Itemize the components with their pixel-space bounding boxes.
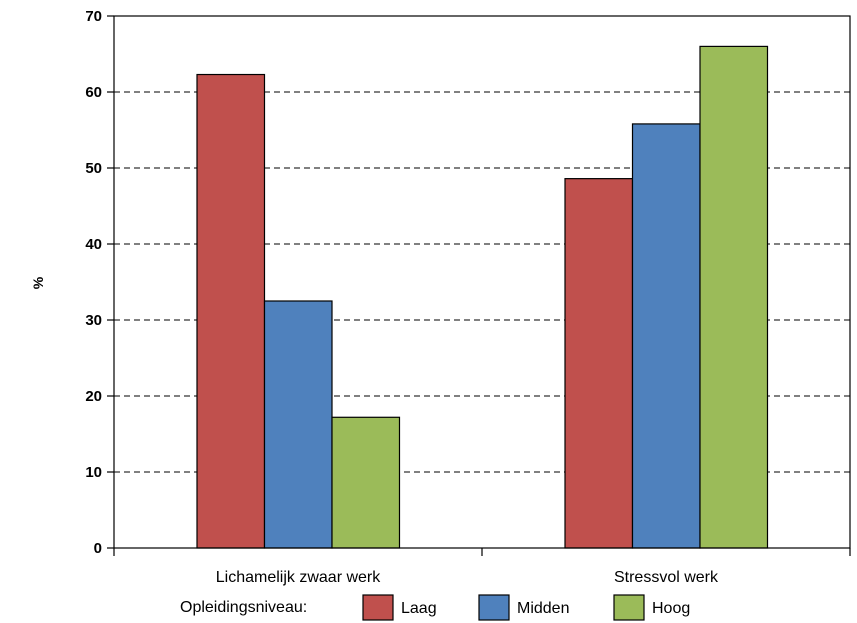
bar-laag xyxy=(564,178,634,549)
x-category-label: Stressvol werk xyxy=(614,569,719,586)
y-tick-label: 30 xyxy=(85,312,102,329)
bars xyxy=(196,45,769,549)
y-tick-label: 10 xyxy=(85,464,102,481)
y-tick-label: 0 xyxy=(94,540,102,557)
legend-swatch-laag xyxy=(362,594,394,621)
y-tick-label: 70 xyxy=(85,8,102,25)
x-axis: Lichamelijk zwaar werk Stressvol werk xyxy=(113,548,851,586)
y-tick-label: 50 xyxy=(85,160,102,177)
bar-laag xyxy=(196,73,266,549)
legend-label-hoog: Hoog xyxy=(652,600,690,617)
y-axis-label: % xyxy=(30,276,46,289)
bar-hoog xyxy=(331,416,401,549)
y-tick-label: 40 xyxy=(85,236,102,253)
legend-label-laag: Laag xyxy=(401,600,437,617)
legend-label-midden: Midden xyxy=(517,600,569,617)
legend-swatch-midden xyxy=(478,594,510,621)
y-axis: 0 10 20 30 40 50 60 70 xyxy=(85,8,114,557)
bar-hoog xyxy=(699,45,769,549)
y-tick-label: 60 xyxy=(85,84,102,101)
y-tick-label: 20 xyxy=(85,388,102,405)
bar-midden xyxy=(631,123,701,549)
legend-title: Opleidingsniveau: xyxy=(180,599,307,616)
legend: Opleidingsniveau: Laag Midden Hoog xyxy=(180,594,690,621)
legend-swatch-hoog xyxy=(613,594,645,621)
x-category-label: Lichamelijk zwaar werk xyxy=(216,569,381,586)
bar-midden xyxy=(263,300,333,549)
